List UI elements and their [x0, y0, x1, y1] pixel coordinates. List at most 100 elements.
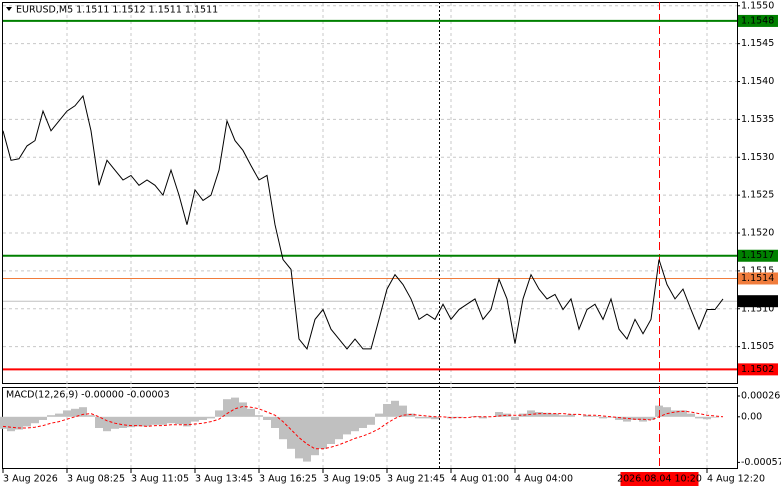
macd-bar — [175, 416, 183, 424]
y-tick-label: 1.1540 — [741, 76, 774, 87]
x-tick-label: 3 Aug 2026 — [3, 474, 58, 485]
macd-bar — [431, 416, 439, 420]
macd-bar — [47, 415, 55, 417]
macd-bar — [191, 416, 199, 422]
macd-bar — [375, 413, 383, 417]
x-tick-label: 3 Aug 19:05 — [323, 474, 381, 485]
macd-bar — [391, 400, 399, 417]
macd-bar — [231, 397, 239, 417]
macd-title: MACD(12,26,9) -0.00000 -0.00003 — [6, 390, 170, 401]
macd-bar — [199, 416, 207, 420]
macd-bar — [167, 416, 175, 424]
macd-bar — [39, 416, 47, 420]
macd-bar — [31, 416, 39, 424]
price-panel — [2, 2, 738, 384]
macd-bar — [71, 408, 79, 417]
level-label: 1.1517 — [741, 250, 774, 261]
macd-bar — [511, 416, 519, 420]
levels — [3, 19, 737, 371]
level-label-bg — [738, 295, 778, 308]
y-tick-label: 1.1515 — [741, 265, 774, 276]
x-tick-label: 4 Aug 04:00 — [515, 474, 573, 485]
y-tick-label: -0.00057 — [741, 457, 781, 468]
macd-bar — [159, 416, 167, 425]
macd-bar — [335, 416, 343, 440]
macd-bar — [103, 416, 111, 432]
macd-bar — [239, 402, 247, 417]
level-label: 1.1548 — [741, 15, 774, 26]
y-tick-label: 1.1510 — [741, 303, 774, 314]
macd-bar — [679, 410, 687, 417]
x-tick-label: 3 Aug 16:25 — [259, 474, 317, 485]
y-tick-label: 1.1535 — [741, 114, 774, 125]
macd-bar — [631, 416, 639, 420]
macd-bar — [367, 416, 375, 425]
macd-bar — [63, 410, 71, 417]
macd-bar — [311, 416, 319, 456]
macd-bar — [711, 416, 719, 418]
macd-bar — [423, 416, 431, 419]
macd-bar — [127, 416, 135, 428]
y-tick-label: 0.00 — [741, 411, 762, 422]
y-tick-label: 1.1545 — [741, 38, 774, 49]
macd-bar — [23, 416, 31, 427]
macd-bar — [7, 416, 15, 432]
macd-bar — [415, 416, 423, 419]
menu-triangle — [6, 7, 12, 11]
macd-bar — [55, 413, 63, 417]
macd-bar — [383, 404, 391, 417]
lines — [2, 94, 724, 450]
macd-bar — [503, 413, 511, 417]
macd-bar — [327, 416, 335, 444]
x-tick-label: 3 Aug 08:25 — [67, 474, 125, 485]
macd-bar — [143, 416, 151, 427]
macd-bar — [599, 416, 607, 419]
macd-bar — [407, 413, 415, 417]
macd-bar — [567, 414, 575, 417]
macd-bar — [247, 408, 255, 417]
macd-bar — [703, 416, 711, 420]
macd-bar — [695, 416, 703, 419]
macd-bar — [15, 416, 23, 430]
macd-bar — [119, 416, 127, 428]
macd-bar — [583, 415, 591, 417]
macd-bar — [303, 416, 311, 462]
macd-bar — [591, 416, 599, 417]
y-tick-label: 0.00026 — [741, 391, 780, 402]
macd-bar — [647, 416, 655, 420]
macd-bar — [615, 416, 623, 420]
level-label: 1.1514 — [741, 273, 774, 284]
level-label: 1.1511 — [741, 296, 774, 307]
y-tick-label: 1.1520 — [741, 228, 774, 239]
macd-bar — [207, 416, 215, 419]
macd-bar — [535, 412, 543, 417]
y-tick-label: 1.1505 — [741, 341, 774, 352]
macd-bar — [479, 416, 487, 419]
x-tick-label: 3 Aug 13:45 — [195, 474, 253, 485]
macd-bar — [663, 407, 671, 417]
y-tick-label: 1.1550 — [741, 0, 774, 11]
macd-bar — [559, 415, 567, 417]
chart-title: EURUSD,M5 1.1511 1.1512 1.1511 1.1511 — [16, 5, 218, 16]
macd-bar — [287, 416, 295, 449]
macd-bar — [359, 416, 367, 428]
macd-bar — [79, 407, 87, 417]
histogram — [0, 397, 719, 462]
macd-bar — [135, 416, 143, 427]
macd-bar — [519, 413, 527, 417]
level-label-bg — [738, 363, 778, 376]
x-tick-label: 4 Aug 12:20 — [707, 474, 765, 485]
macd-bar — [223, 399, 231, 417]
price-line — [2, 94, 724, 350]
macd-bar — [543, 412, 551, 417]
macd-bar — [263, 416, 271, 420]
macd-bar — [527, 410, 535, 417]
macd-bar — [343, 416, 351, 435]
y-tick-label: 1.1525 — [741, 190, 774, 201]
x-tick-label: 3 Aug 11:05 — [131, 474, 189, 485]
macd-bar — [215, 410, 223, 417]
macd-bar — [399, 405, 407, 417]
level-label-bg — [738, 249, 778, 262]
